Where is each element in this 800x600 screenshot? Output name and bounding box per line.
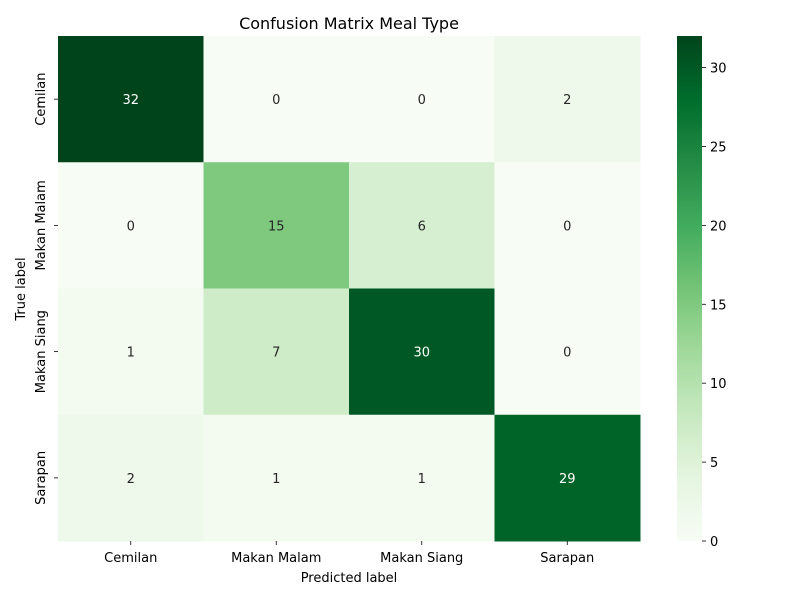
x-axis-label: Predicted label (301, 571, 398, 586)
heatmap-cell (494, 414, 641, 542)
colorbar-tick-label: 25 (710, 140, 727, 155)
cell-value-label: 0 (563, 219, 571, 234)
heatmap-cell (203, 414, 350, 542)
y-tick-label: Makan Malam (34, 180, 49, 270)
cell-value-label: 2 (563, 93, 571, 108)
colorbar-tick-label: 5 (710, 456, 718, 471)
heatmap-cell-labels: 32 0 0 2 0 15 6 0 1 7 30 0 2 1 1 29 (122, 93, 575, 487)
heatmap-cell (58, 162, 204, 289)
cell-value-label: 0 (127, 219, 135, 234)
y-tick-label: Makan Siang (34, 310, 49, 393)
colorbar (677, 36, 702, 541)
cell-value-label: 30 (413, 346, 430, 361)
heatmap-cell (349, 36, 495, 163)
cell-value-label: 1 (127, 346, 135, 361)
y-axis-label: True label (14, 257, 29, 321)
x-tick-label: Cemilan (104, 551, 157, 566)
heatmap-cell (494, 36, 641, 163)
heatmap-cell (349, 162, 495, 289)
heatmap-cell (203, 288, 350, 416)
cell-value-label: 1 (418, 472, 426, 487)
cell-value-label: 0 (418, 93, 426, 108)
y-tick-label: Cemilan (34, 73, 49, 126)
heatmap-cell (58, 36, 204, 163)
cell-value-label: 29 (559, 472, 576, 487)
x-tick-label: Makan Malam (231, 551, 321, 566)
colorbar-tick-label: 30 (710, 62, 727, 77)
colorbar-tick-label: 0 (710, 535, 718, 550)
heatmap-cell (494, 288, 641, 416)
cell-value-label: 15 (268, 219, 285, 234)
heatmap-cell (58, 288, 204, 416)
heatmap-cell (203, 36, 350, 163)
heatmap-cell (494, 162, 641, 289)
heatmap-cell (203, 162, 350, 289)
cell-value-label: 6 (418, 219, 426, 234)
colorbar-ticks: 0 5 10 15 20 25 30 (702, 62, 727, 550)
colorbar-tick-label: 10 (710, 377, 727, 392)
cell-value-label: 0 (563, 346, 571, 361)
chart-title: Confusion Matrix Meal Type (239, 14, 459, 33)
heatmap-cell (58, 414, 204, 542)
y-tick-label: Sarapan (34, 451, 49, 505)
colorbar-tick-label: 15 (710, 298, 727, 313)
cell-value-label: 32 (122, 93, 139, 108)
cell-value-label: 2 (127, 472, 135, 487)
cell-value-label: 0 (272, 93, 280, 108)
heatmap-cells (58, 36, 641, 542)
cell-value-label: 7 (272, 346, 280, 361)
x-tick-label: Sarapan (540, 551, 594, 566)
cell-value-label: 1 (272, 472, 280, 487)
colorbar-tick-label: 20 (710, 219, 727, 234)
x-tick-label: Makan Siang (380, 551, 463, 566)
x-axis-ticks: Cemilan Makan Malam Makan Siang Sarapan (104, 541, 594, 566)
y-axis-ticks: Cemilan Makan Malam Makan Siang Sarapan (34, 73, 58, 505)
heatmap-cell (349, 288, 495, 416)
heatmap-cell (349, 414, 495, 542)
